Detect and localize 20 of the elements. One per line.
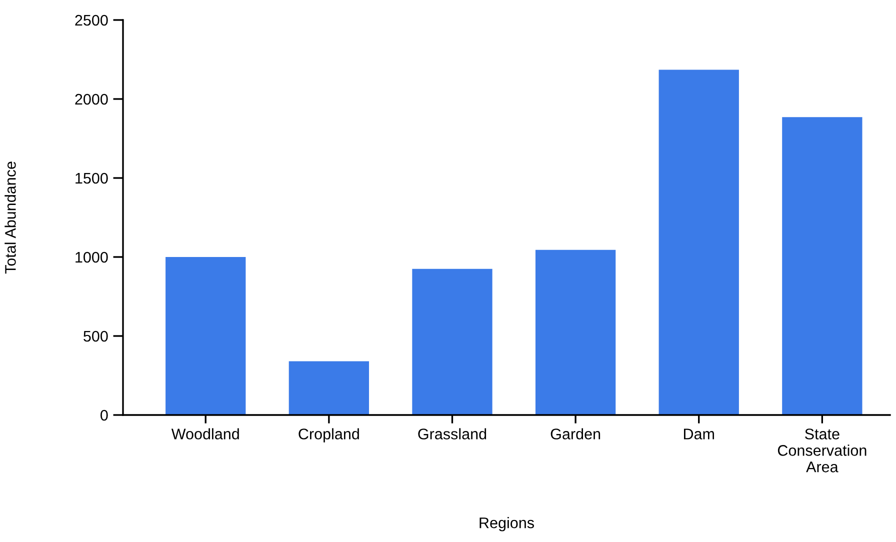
x-axis-title: Regions bbox=[480, 517, 534, 532]
x-tick-label: State Conservation Area bbox=[778, 428, 866, 472]
bar bbox=[288, 361, 370, 415]
x-tick-label: Dam bbox=[684, 428, 714, 440]
bar bbox=[166, 257, 246, 415]
bar bbox=[658, 70, 739, 415]
x-tick-label: Cropland bbox=[298, 428, 359, 442]
bar bbox=[782, 117, 862, 415]
y-tick-label: 1500 bbox=[76, 172, 108, 184]
y-tick-label: 2000 bbox=[75, 94, 108, 105]
x-tick-label: Grassland bbox=[418, 428, 486, 440]
bar bbox=[535, 250, 616, 415]
y-axis-title: Total Abundance bbox=[4, 162, 16, 274]
x-tick-label: Woodland bbox=[171, 428, 239, 440]
bar bbox=[412, 268, 492, 415]
y-tick-label: 500 bbox=[84, 330, 108, 342]
x-tick-label: Garden bbox=[550, 428, 600, 440]
y-tick-label: 0 bbox=[100, 410, 108, 421]
y-tick-label: 2500 bbox=[75, 14, 108, 26]
y-tick-label: 1000 bbox=[76, 252, 108, 263]
